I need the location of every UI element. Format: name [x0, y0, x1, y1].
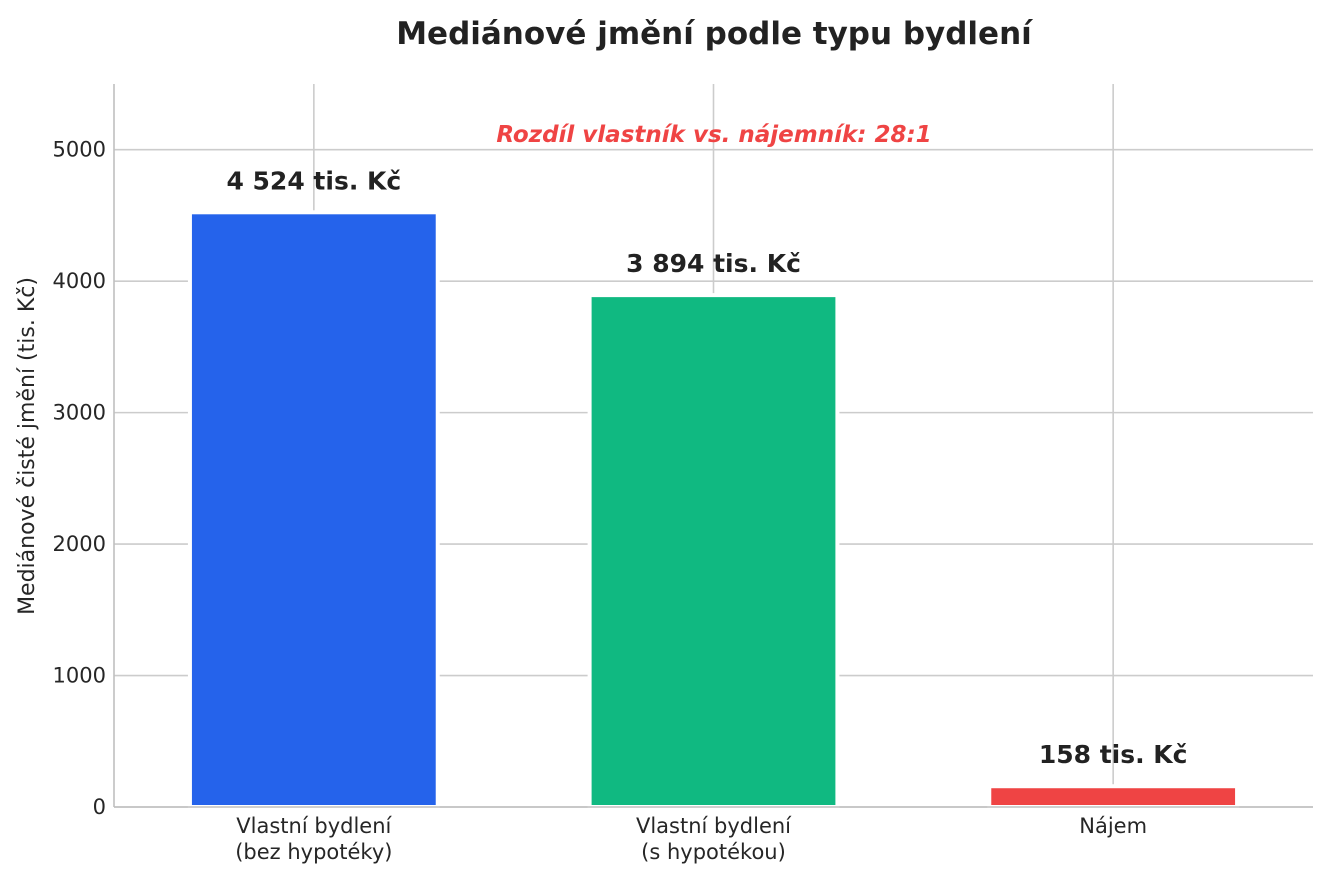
y-tick-label: 2000 [53, 532, 106, 556]
ratio-annotation: Rozdíl vlastník vs. nájemník: 28:1 [496, 122, 931, 148]
axes [113, 84, 1313, 808]
y-tick-label: 5000 [53, 138, 106, 162]
bars [187, 210, 1240, 810]
value-label: 4 524 tis. Kč [226, 166, 401, 195]
value-labels: 4 524 tis. Kč 3 894 tis. Kč 158 tis. Kč [226, 166, 1187, 769]
y-tick-label: 4000 [53, 269, 106, 293]
x-category-label: (s hypotékou) [641, 840, 786, 864]
x-category-label: (bez hypotéky) [235, 840, 392, 864]
chart-title: Mediánové jmění podle typu bydlení [396, 16, 1033, 52]
x-category-label: Vlastní bydlení [236, 814, 392, 838]
value-label: 3 894 tis. Kč [626, 249, 801, 278]
x-category-labels: Vlastní bydlení(bez hypotéky)Vlastní byd… [235, 814, 1147, 864]
value-label: 158 tis. Kč [1039, 740, 1188, 769]
x-category-label: Nájem [1079, 814, 1147, 838]
y-axis-label: Mediánové čisté jmění (tis. Kč) [15, 277, 40, 615]
bar [187, 210, 440, 810]
y-tick-labels: 0 1000 2000 3000 4000 5000 [53, 138, 106, 819]
bar [987, 784, 1240, 809]
y-tick-label: 0 [93, 795, 106, 819]
y-tick-label: 3000 [53, 401, 106, 425]
x-category-label: Vlastní bydlení [636, 814, 792, 838]
y-tick-label: 1000 [53, 664, 106, 688]
bar [587, 293, 840, 809]
